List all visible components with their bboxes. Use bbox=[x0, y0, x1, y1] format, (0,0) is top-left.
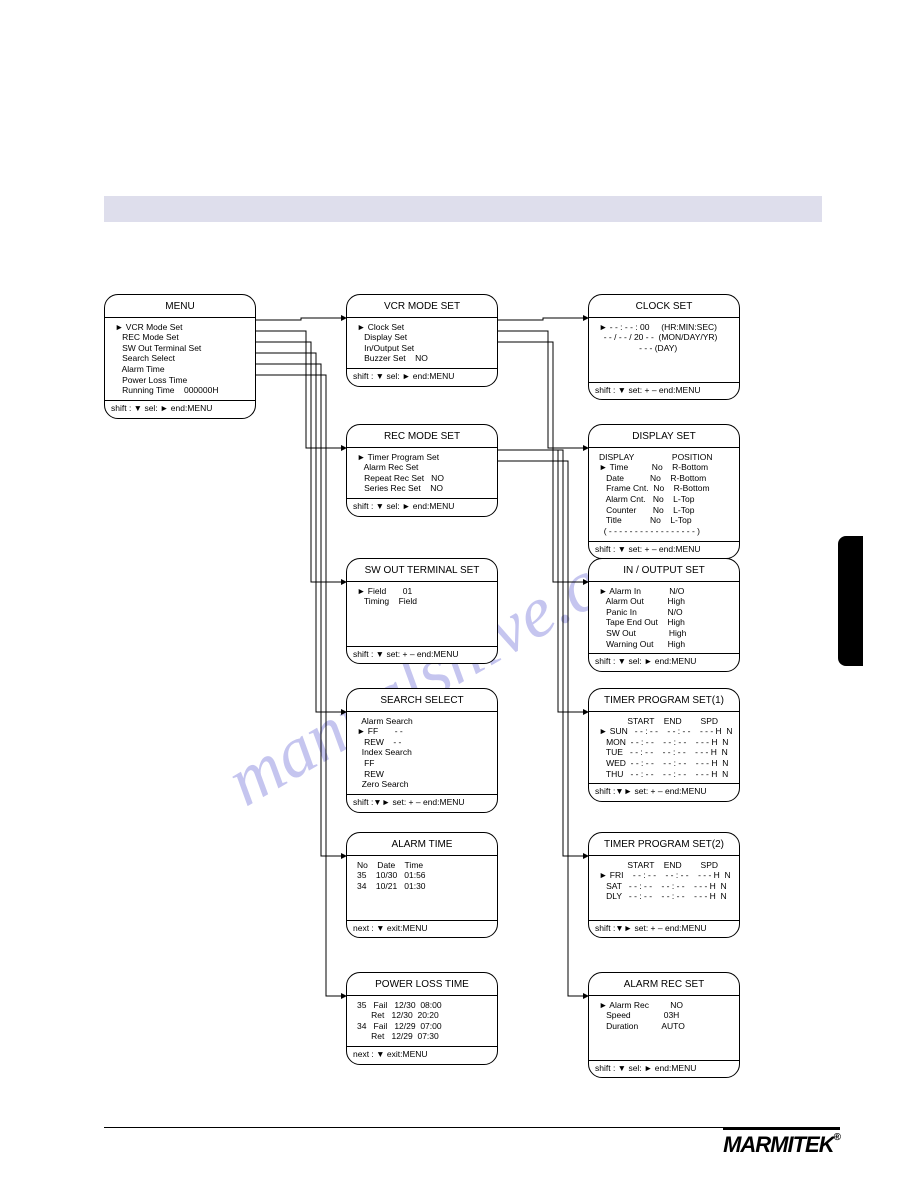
box-body: ► Field 01 Timing Field bbox=[355, 586, 489, 642]
box-body: START END SPD► FRI - - : - - - - : - - -… bbox=[597, 860, 731, 916]
vcr-mode-set-box: VCR MODE SET ► Clock Set Display Set In/… bbox=[346, 294, 498, 387]
box-body: ► Clock Set Display Set In/Output Set Bu… bbox=[355, 322, 489, 365]
box-footer: shift :▼► set: + – end:MENU bbox=[347, 794, 497, 810]
box-title: IN / OUTPUT SET bbox=[589, 563, 739, 582]
menu-box: MENU ► VCR Mode Set REC Mode Set SW Out … bbox=[104, 294, 256, 419]
box-footer: shift : ▼ sel: ► end:MENU bbox=[347, 368, 497, 384]
box-title: DISPLAY SET bbox=[589, 429, 739, 448]
timer-program-set-1-box: TIMER PROGRAM SET(1) START END SPD► SUN … bbox=[588, 688, 740, 802]
box-title: CLOCK SET bbox=[589, 299, 739, 318]
box-body: 35 Fail 12/30 08:00 Ret 12/30 20:2034 Fa… bbox=[355, 1000, 489, 1043]
power-loss-box: POWER LOSS TIME 35 Fail 12/30 08:00 Ret … bbox=[346, 972, 498, 1065]
io-set-box: IN / OUTPUT SET ► Alarm In N/O Alarm Out… bbox=[588, 558, 740, 672]
rec-mode-set-box: REC MODE SET ► Timer Program Set Alarm R… bbox=[346, 424, 498, 517]
box-footer: shift : ▼ sel: ► end:MENU bbox=[347, 498, 497, 514]
box-title: ALARM TIME bbox=[347, 837, 497, 856]
box-body: ► Alarm In N/O Alarm Out High Panic In N… bbox=[597, 586, 731, 650]
menu-title: MENU bbox=[105, 299, 255, 318]
box-body: ► - - : - - : 00 (HR:MIN:SEC) - - / - - … bbox=[597, 322, 731, 378]
sw-out-box: SW OUT TERMINAL SET ► Field 01 Timing Fi… bbox=[346, 558, 498, 664]
box-footer: shift : ▼ set: + – end:MENU bbox=[589, 541, 739, 557]
box-body: START END SPD► SUN - - : - - - - : - - -… bbox=[597, 716, 731, 780]
box-body: ► Alarm Rec NO Speed 03H Duration AUTO bbox=[597, 1000, 731, 1056]
box-title: POWER LOSS TIME bbox=[347, 977, 497, 996]
box-body: ► Timer Program Set Alarm Rec Set Repeat… bbox=[355, 452, 489, 495]
box-title: SW OUT TERMINAL SET bbox=[347, 563, 497, 582]
brand-logo: MARMITEK bbox=[723, 1127, 840, 1158]
box-title: ALARM REC SET bbox=[589, 977, 739, 996]
box-title: SEARCH SELECT bbox=[347, 693, 497, 712]
box-footer: shift : ▼ sel: ► end:MENU bbox=[589, 1060, 739, 1076]
box-footer: shift : ▼ set: + – end:MENU bbox=[347, 646, 497, 662]
box-body: Alarm Search► FF - - REW - - Index Searc… bbox=[355, 716, 489, 790]
box-body: DISPLAY POSITION► Time No R-Bottom Date … bbox=[597, 452, 731, 537]
box-footer: shift :▼► set: + – end:MENU bbox=[589, 783, 739, 799]
clock-set-box: CLOCK SET ► - - : - - : 00 (HR:MIN:SEC) … bbox=[588, 294, 740, 400]
box-title: VCR MODE SET bbox=[347, 299, 497, 318]
box-footer: shift : ▼ sel: ► end:MENU bbox=[589, 653, 739, 669]
box-footer: shift : ▼ set: + – end:MENU bbox=[589, 382, 739, 398]
box-body: No Date Time35 10/30 01:5634 10/21 01:30 bbox=[355, 860, 489, 916]
box-title: TIMER PROGRAM SET(1) bbox=[589, 693, 739, 712]
menu-footer: shift : ▼ sel: ► end:MENU bbox=[105, 400, 255, 416]
menu-body: ► VCR Mode Set REC Mode Set SW Out Termi… bbox=[113, 322, 247, 396]
box-title: TIMER PROGRAM SET(2) bbox=[589, 837, 739, 856]
box-footer: shift :▼► set: + – end:MENU bbox=[589, 920, 739, 936]
alarm-time-box: ALARM TIME No Date Time35 10/30 01:5634 … bbox=[346, 832, 498, 938]
box-title: REC MODE SET bbox=[347, 429, 497, 448]
side-tab bbox=[838, 536, 863, 666]
search-select-box: SEARCH SELECT Alarm Search► FF - - REW -… bbox=[346, 688, 498, 813]
header-bar bbox=[104, 196, 822, 222]
display-set-box: DISPLAY SET DISPLAY POSITION► Time No R-… bbox=[588, 424, 740, 559]
timer-program-set-2-box: TIMER PROGRAM SET(2) START END SPD► FRI … bbox=[588, 832, 740, 938]
alarm-rec-set-box: ALARM REC SET ► Alarm Rec NO Speed 03H D… bbox=[588, 972, 740, 1078]
box-footer: next : ▼ exit:MENU bbox=[347, 1046, 497, 1062]
box-footer: next : ▼ exit:MENU bbox=[347, 920, 497, 936]
